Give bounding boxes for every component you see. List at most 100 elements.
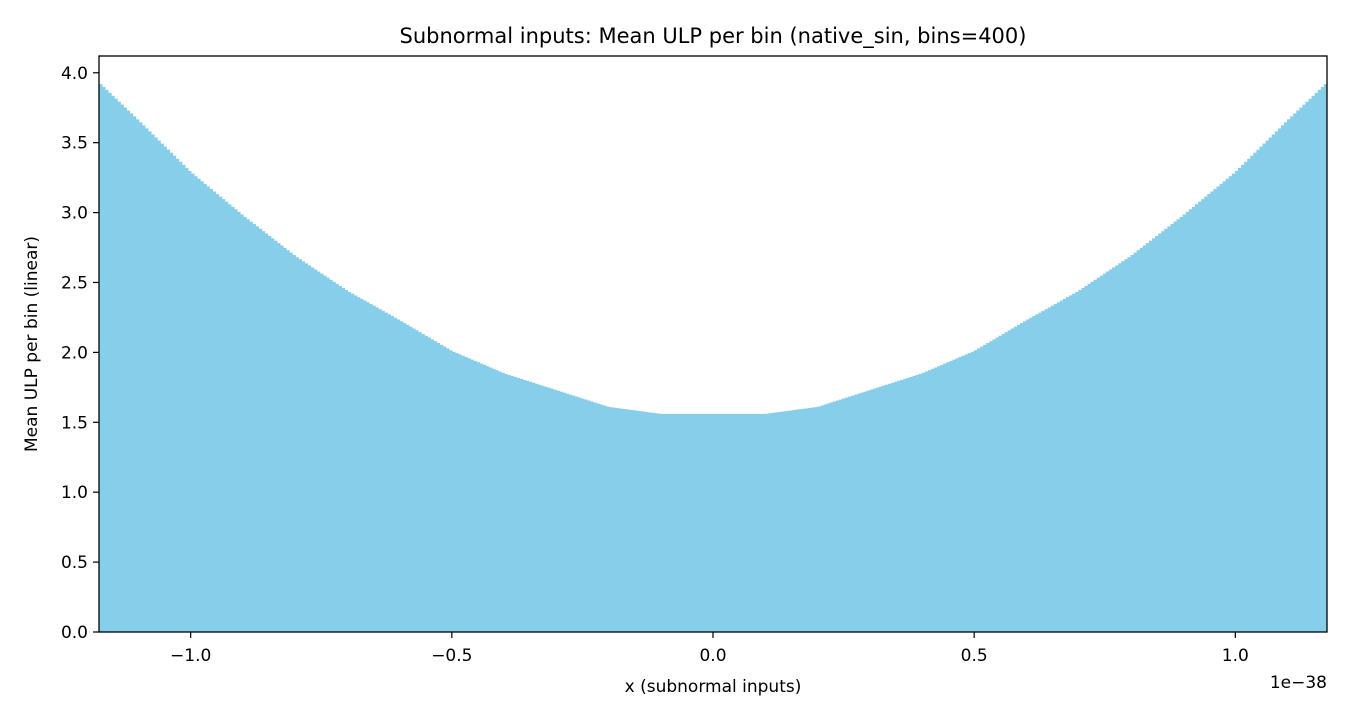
histogram-bar [418,332,422,632]
histogram-bar [989,341,993,632]
histogram-bar [249,221,253,632]
histogram-bar [507,374,511,632]
x-tick-label: 0.5 [961,646,988,666]
histogram-bar [154,137,158,632]
histogram-bar [725,413,729,632]
histogram-bar [691,413,695,632]
histogram-bar [470,359,474,632]
histogram-bar [516,377,520,632]
histogram-bar [952,359,956,632]
histogram-bar [350,293,355,632]
y-tick-label: 4.0 [61,64,88,84]
y-tick-label: 0.0 [61,623,88,643]
histogram-bar [1056,302,1061,632]
histogram-bar [1084,285,1088,632]
histogram-bar [863,391,867,632]
histogram-bar [1115,265,1119,632]
histogram-bar [1284,122,1288,633]
histogram-bar [1170,224,1174,632]
histogram-bar [694,413,698,632]
histogram-bar [1207,194,1211,633]
histogram-bar [550,388,554,632]
histogram-bar [488,367,493,632]
histogram-bar [1201,199,1205,632]
histogram-bar [381,310,385,632]
histogram-bar [1237,167,1242,632]
histogram-bar [1305,101,1309,632]
histogram-bar [129,113,134,633]
histogram-bar [473,360,477,632]
histogram-bar [1044,309,1048,632]
histogram-bar [482,364,487,632]
histogram-bar [1035,314,1039,632]
histogram-bar [568,394,573,632]
x-tick-label: −1.0 [170,646,211,666]
histogram-bar [356,297,361,632]
x-tick-label: 0.0 [699,646,726,666]
histogram-bar [513,376,517,632]
histogram-bar [1109,269,1113,632]
histogram-bar [1320,86,1325,633]
x-tick-label: 1.0 [1222,646,1249,666]
histogram-bar [878,386,883,632]
histogram-bar [802,408,806,632]
histogram-bar [501,372,505,632]
histogram-bar [1287,119,1291,633]
histogram-bar [602,405,606,632]
histogram-bar [835,400,840,632]
histogram-bar [1047,307,1052,632]
histogram-bar [1023,321,1027,632]
histogram-bar [657,413,662,632]
histogram-bar [415,330,419,632]
histogram-bar [424,335,428,632]
histogram-bar [1155,235,1159,632]
histogram-bar [967,353,972,632]
histogram-bar [918,373,923,632]
histogram-bar [448,350,453,632]
histogram-bar [519,378,524,632]
histogram-bar [670,413,674,632]
histogram-bar [1050,305,1055,632]
histogram-bar [884,384,889,632]
histogram-bar [1277,128,1282,632]
histogram-bar [958,357,963,632]
histogram-bar [445,348,450,632]
histogram-bar [654,413,659,632]
histogram-bar [227,204,232,633]
histogram-bar [722,413,726,632]
histogram-bar [980,346,984,632]
histogram-bar [1087,283,1091,632]
histogram-bar [1262,143,1266,632]
histogram-bar [1145,243,1150,632]
histogram-bar [961,355,966,632]
histogram-bar [1053,303,1058,632]
histogram-bar [559,391,563,632]
histogram-bar [452,351,456,632]
histogram-bar [759,413,763,632]
histogram-bar [915,374,920,632]
histogram-bar [768,413,772,632]
histogram-bar [1001,333,1005,632]
histogram-bar [1268,137,1273,632]
histogram-bar [1105,271,1110,632]
histogram-bar [848,396,852,632]
histogram-bar [1102,273,1107,632]
histogram-bar [872,388,877,632]
histogram-bar [231,206,235,632]
histogram-bar [310,267,315,632]
histogram-bar [455,353,459,632]
plot-area [98,55,1328,633]
histogram-bar [200,181,204,632]
histogram-bar [762,413,766,632]
histogram-bar [955,358,959,632]
histogram-bar [1280,125,1285,632]
histogram-bar [221,199,226,632]
histogram-bar [1090,281,1095,632]
histogram-bar [1293,113,1297,633]
histogram-bar [851,395,855,632]
histogram-bar [399,321,404,632]
histogram-bar [479,363,484,632]
histogram-bar [1136,250,1141,633]
histogram-bar [973,350,978,632]
histogram-bar [774,412,778,632]
